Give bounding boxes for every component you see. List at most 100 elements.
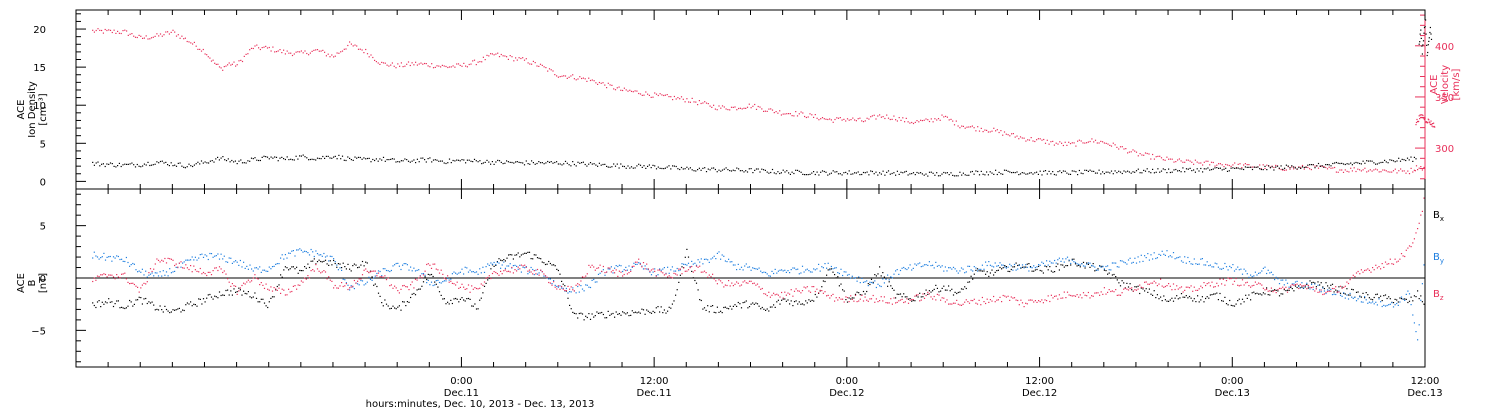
data-point: [1144, 152, 1147, 154]
data-point: [1404, 298, 1406, 300]
data-point: [936, 287, 938, 289]
data-point: [639, 312, 641, 314]
data-point: [663, 94, 665, 97]
data-point: [247, 268, 249, 270]
data-point: [289, 291, 291, 293]
data-point: [570, 291, 572, 293]
data-point: [948, 267, 950, 269]
data-point: [1307, 166, 1309, 169]
data-point: [737, 301, 739, 304]
data-point: [1184, 171, 1186, 173]
data-point: [877, 115, 879, 117]
data-point: [254, 267, 256, 269]
data-point: [1055, 265, 1057, 268]
data-point: [601, 270, 603, 272]
data-point: [712, 305, 714, 307]
data-point: [688, 168, 690, 170]
data-point: [322, 155, 324, 158]
data-point: [628, 265, 630, 267]
data-point: [589, 79, 592, 82]
data-point: [227, 158, 229, 160]
data-point: [1360, 269, 1362, 271]
data-point: [95, 255, 97, 257]
data-point: [588, 286, 590, 288]
data-point: [473, 59, 476, 61]
data-point: [1232, 264, 1234, 266]
data-point: [702, 308, 704, 310]
data-point: [536, 273, 539, 275]
data-point: [198, 298, 200, 300]
data-point: [1094, 266, 1096, 268]
data-point: [750, 303, 752, 305]
data-point: [461, 159, 463, 161]
data-point: [1153, 158, 1155, 160]
data-point: [538, 272, 540, 274]
data-point: [327, 155, 329, 157]
data-point: [1129, 287, 1131, 290]
data-point: [1375, 293, 1377, 296]
data-point: [932, 172, 934, 174]
data-point: [1064, 170, 1066, 172]
data-point: [728, 280, 730, 282]
data-point: [1246, 164, 1248, 166]
data-point: [328, 276, 330, 278]
data-point: [323, 252, 325, 255]
data-point: [315, 49, 317, 51]
data-point: [746, 106, 749, 108]
data-point: [233, 61, 235, 63]
data-point: [101, 256, 103, 258]
data-point: [615, 265, 617, 267]
data-point: [1197, 295, 1199, 297]
data-point: [1423, 303, 1425, 305]
data-point: [885, 302, 887, 304]
data-point: [190, 42, 192, 44]
data-point: [996, 173, 998, 176]
data-point: [1256, 283, 1258, 285]
data-point: [1107, 143, 1109, 145]
data-point: [1211, 281, 1213, 283]
data-point: [1076, 294, 1078, 296]
data-point: [430, 267, 433, 269]
data-point: [848, 273, 850, 276]
data-point: [647, 165, 649, 167]
data-point: [775, 173, 777, 175]
data-point: [174, 264, 176, 267]
data-point: [951, 303, 953, 305]
data-point: [1164, 159, 1166, 161]
data-point: [294, 255, 296, 257]
data-point: [632, 91, 634, 93]
data-point: [1148, 171, 1150, 173]
data-point: [675, 294, 677, 296]
data-point: [631, 266, 633, 268]
data-point: [776, 272, 778, 274]
data-point: [1381, 263, 1383, 265]
data-point: [679, 269, 681, 271]
data-point: [1429, 123, 1431, 126]
data-point: [1232, 164, 1234, 166]
data-point: [342, 278, 344, 280]
data-point: [821, 266, 823, 268]
data-point: [318, 259, 320, 261]
data-point: [1168, 256, 1170, 258]
data-point: [111, 260, 113, 262]
data-point: [1244, 166, 1246, 168]
data-point: [1426, 121, 1428, 123]
data-point: [753, 303, 755, 305]
data-point: [201, 273, 203, 275]
y2-tick-label: 350: [1435, 93, 1454, 104]
data-point: [853, 277, 855, 279]
data-point: [695, 264, 698, 266]
data-point: [1341, 169, 1343, 171]
data-point: [705, 171, 708, 173]
data-point: [93, 251, 95, 253]
data-point: [268, 301, 270, 303]
data-point: [852, 117, 854, 119]
data-point: [405, 286, 407, 288]
data-point: [1038, 264, 1040, 266]
data-point: [1301, 164, 1304, 167]
data-point: [1405, 249, 1407, 251]
data-point: [466, 66, 468, 68]
data-point: [1325, 291, 1327, 293]
data-point: [1384, 305, 1387, 307]
data-point: [1241, 279, 1244, 281]
